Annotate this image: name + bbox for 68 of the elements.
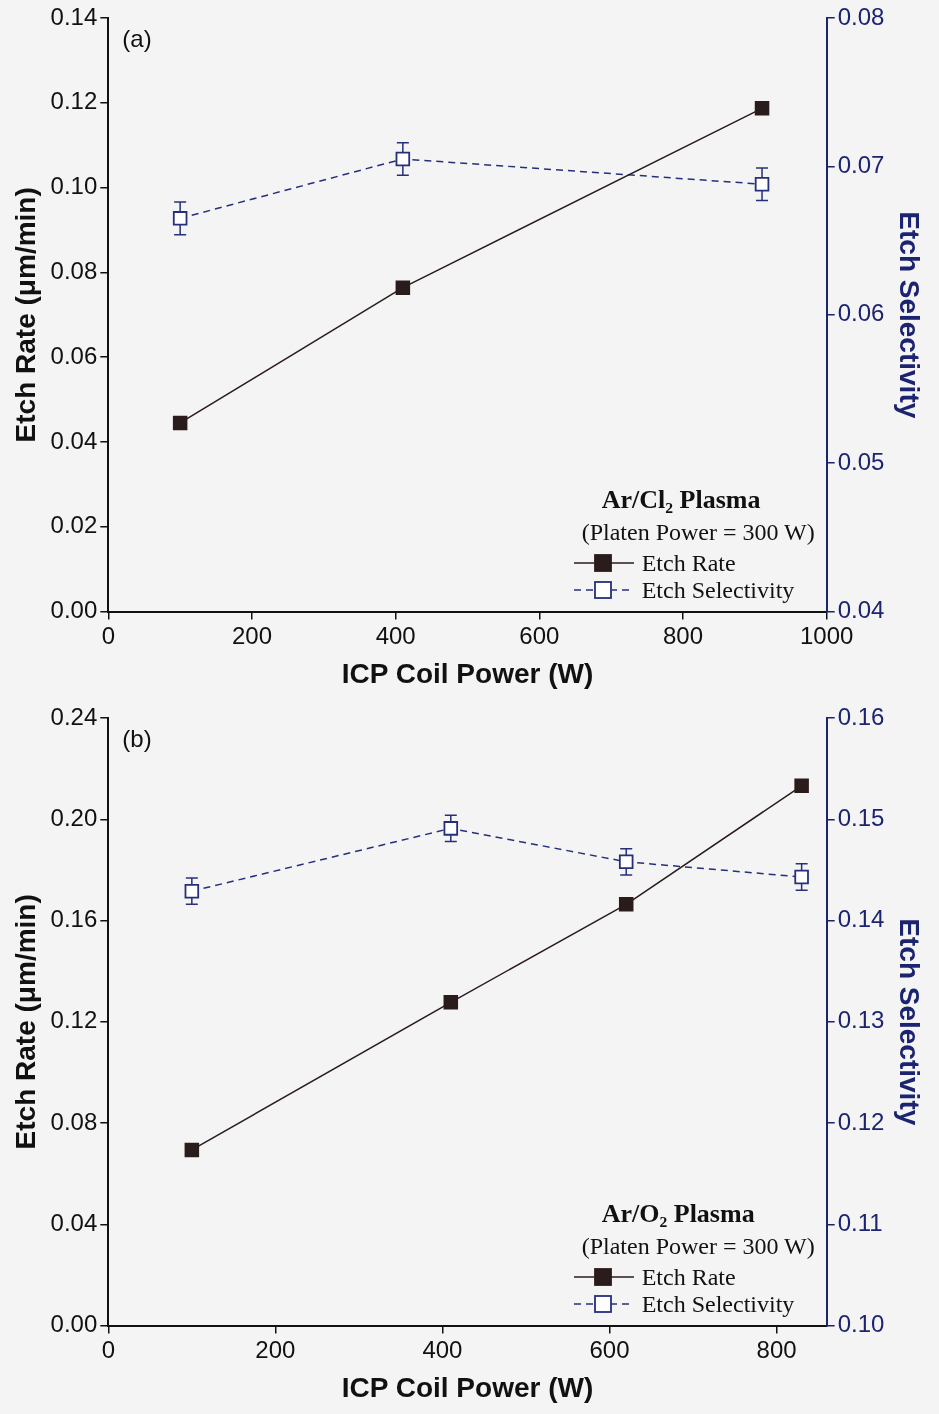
- legend-label: Etch Rate: [641, 549, 736, 577]
- y-tick-label: 0.24: [50, 702, 98, 730]
- x-axis-title: ICP Coil Power (W): [341, 657, 594, 689]
- y2-tick-label: 0.10: [837, 1310, 885, 1338]
- point: [172, 211, 188, 226]
- y-tick-label: 0.04: [50, 426, 98, 454]
- point: [184, 883, 200, 899]
- y2-tick-label: 0.08: [837, 2, 885, 30]
- point: [618, 854, 634, 870]
- y-tick-label: 0.02: [50, 511, 98, 539]
- y2-axis-title: Etch Selectivity: [894, 918, 926, 1126]
- point: [794, 778, 809, 794]
- y-tick-label: 0.10: [50, 172, 98, 200]
- point: [794, 869, 809, 885]
- legend-label: Etch Rate: [641, 1263, 736, 1291]
- y2-tick-label: 0.04: [837, 596, 885, 624]
- x-tick-label: 200: [255, 1335, 296, 1363]
- x-tick-label: 400: [375, 621, 416, 649]
- x-tick-label: 800: [756, 1335, 797, 1363]
- point: [443, 821, 459, 836]
- y-tick-label: 0.04: [50, 1208, 98, 1236]
- point: [754, 101, 770, 116]
- y2-tick-label: 0.06: [837, 299, 885, 327]
- y-tick-label: 0.12: [50, 87, 98, 115]
- point: [184, 1142, 200, 1158]
- x-axis-title: ICP Coil Power (W): [341, 1371, 594, 1403]
- y2-axis-title: Etch Selectivity: [894, 211, 926, 419]
- y-tick-label: 0.20: [50, 803, 98, 831]
- legend-label: Etch Selectivity: [641, 1290, 795, 1318]
- y2-tick-label: 0.13: [837, 1006, 885, 1034]
- y-tick-label: 0.08: [50, 257, 98, 285]
- y-tick-label: 0.06: [50, 341, 98, 369]
- point: [618, 897, 634, 912]
- point: [172, 415, 188, 431]
- y-tick-label: 0.14: [50, 2, 98, 30]
- x-tick-label: 400: [422, 1335, 463, 1363]
- y-axis-title: Etch Rate (μm/min): [9, 894, 41, 1150]
- y-axis-title: Etch Rate (μm/min): [9, 187, 41, 443]
- chart-subtitle: (a): [122, 24, 152, 52]
- y-tick-label: 0.00: [50, 1310, 98, 1338]
- annotation: (Platen Power = 300 W): [581, 518, 815, 546]
- legend-title: Ar/Cl₂ Plasma: [601, 484, 762, 515]
- point: [443, 995, 459, 1010]
- x-tick-label: 800: [662, 621, 704, 649]
- y2-tick-label: 0.05: [837, 447, 885, 475]
- x-tick-label: 0: [101, 621, 115, 649]
- y-tick-label: 0.16: [50, 905, 98, 933]
- x-tick-label: 600: [589, 1335, 630, 1363]
- x-tick-label: 1000: [799, 621, 854, 649]
- point: [395, 280, 411, 295]
- y2-tick-label: 0.14: [837, 905, 885, 933]
- point: [754, 176, 770, 192]
- y-tick-label: 0.12: [50, 1006, 98, 1034]
- y2-tick-label: 0.12: [837, 1107, 885, 1135]
- y2-tick-label: 0.11: [837, 1208, 883, 1236]
- y2-tick-label: 0.15: [837, 803, 885, 831]
- y2-tick-label: 0.16: [837, 702, 885, 730]
- chart-subtitle: (b): [122, 724, 152, 752]
- point: [395, 151, 411, 167]
- legend-title: Ar/O₂ Plasma: [601, 1198, 756, 1229]
- y-tick-label: 0.08: [50, 1107, 98, 1135]
- legend-label: Etch Selectivity: [641, 576, 795, 604]
- x-tick-label: 600: [519, 621, 560, 649]
- y2-tick-label: 0.07: [837, 151, 885, 179]
- x-tick-label: 0: [101, 1335, 115, 1363]
- y-tick-label: 0.00: [50, 596, 98, 624]
- annotation: (Platen Power = 300 W): [581, 1232, 815, 1260]
- x-tick-label: 200: [231, 621, 273, 649]
